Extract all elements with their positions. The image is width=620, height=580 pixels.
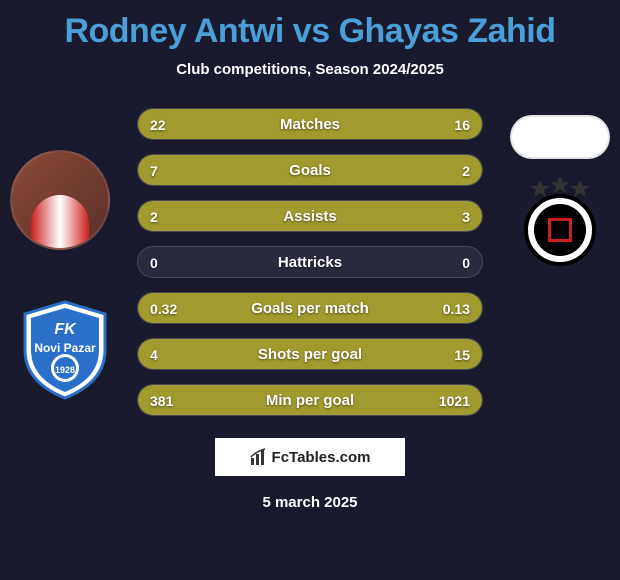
- svg-text:FK: FK: [54, 321, 77, 338]
- svg-text:1928: 1928: [55, 365, 75, 375]
- player-left-photo: [10, 150, 110, 250]
- stat-row: 23Assists: [137, 200, 483, 232]
- stat-label: Goals per match: [138, 293, 482, 324]
- branding-text: FcTables.com: [272, 449, 371, 466]
- stat-row: 3811021Min per goal: [137, 384, 483, 416]
- stat-row: 2216Matches: [137, 108, 483, 140]
- stat-label: Shots per goal: [138, 339, 482, 370]
- player-right-photo: [510, 115, 610, 159]
- date-text: 5 march 2025: [0, 494, 620, 511]
- stat-row: 00Hattricks: [137, 246, 483, 278]
- club-logo-left: FK Novi Pazar 1928: [20, 300, 110, 400]
- stat-row: 415Shots per goal: [137, 338, 483, 370]
- stat-label: Matches: [138, 109, 482, 140]
- stat-label: Min per goal: [138, 385, 482, 416]
- stat-label: Hattricks: [138, 247, 482, 278]
- subtitle: Club competitions, Season 2024/2025: [0, 61, 620, 78]
- club-logo-right: [510, 170, 610, 270]
- svg-text:Novi Pazar: Novi Pazar: [34, 341, 96, 355]
- stat-label: Goals: [138, 155, 482, 186]
- branding-box: FcTables.com: [215, 438, 405, 476]
- stats-bars: 2216Matches 72Goals 23Assists 00Hattricks 0.…: [137, 108, 483, 416]
- chart-icon: [250, 448, 268, 466]
- stat-row: 0.320.13Goals per match: [137, 292, 483, 324]
- page-title: Rodney Antwi vs Ghayas Zahid: [0, 0, 620, 51]
- stat-row: 72Goals: [137, 154, 483, 186]
- stat-label: Assists: [138, 201, 482, 232]
